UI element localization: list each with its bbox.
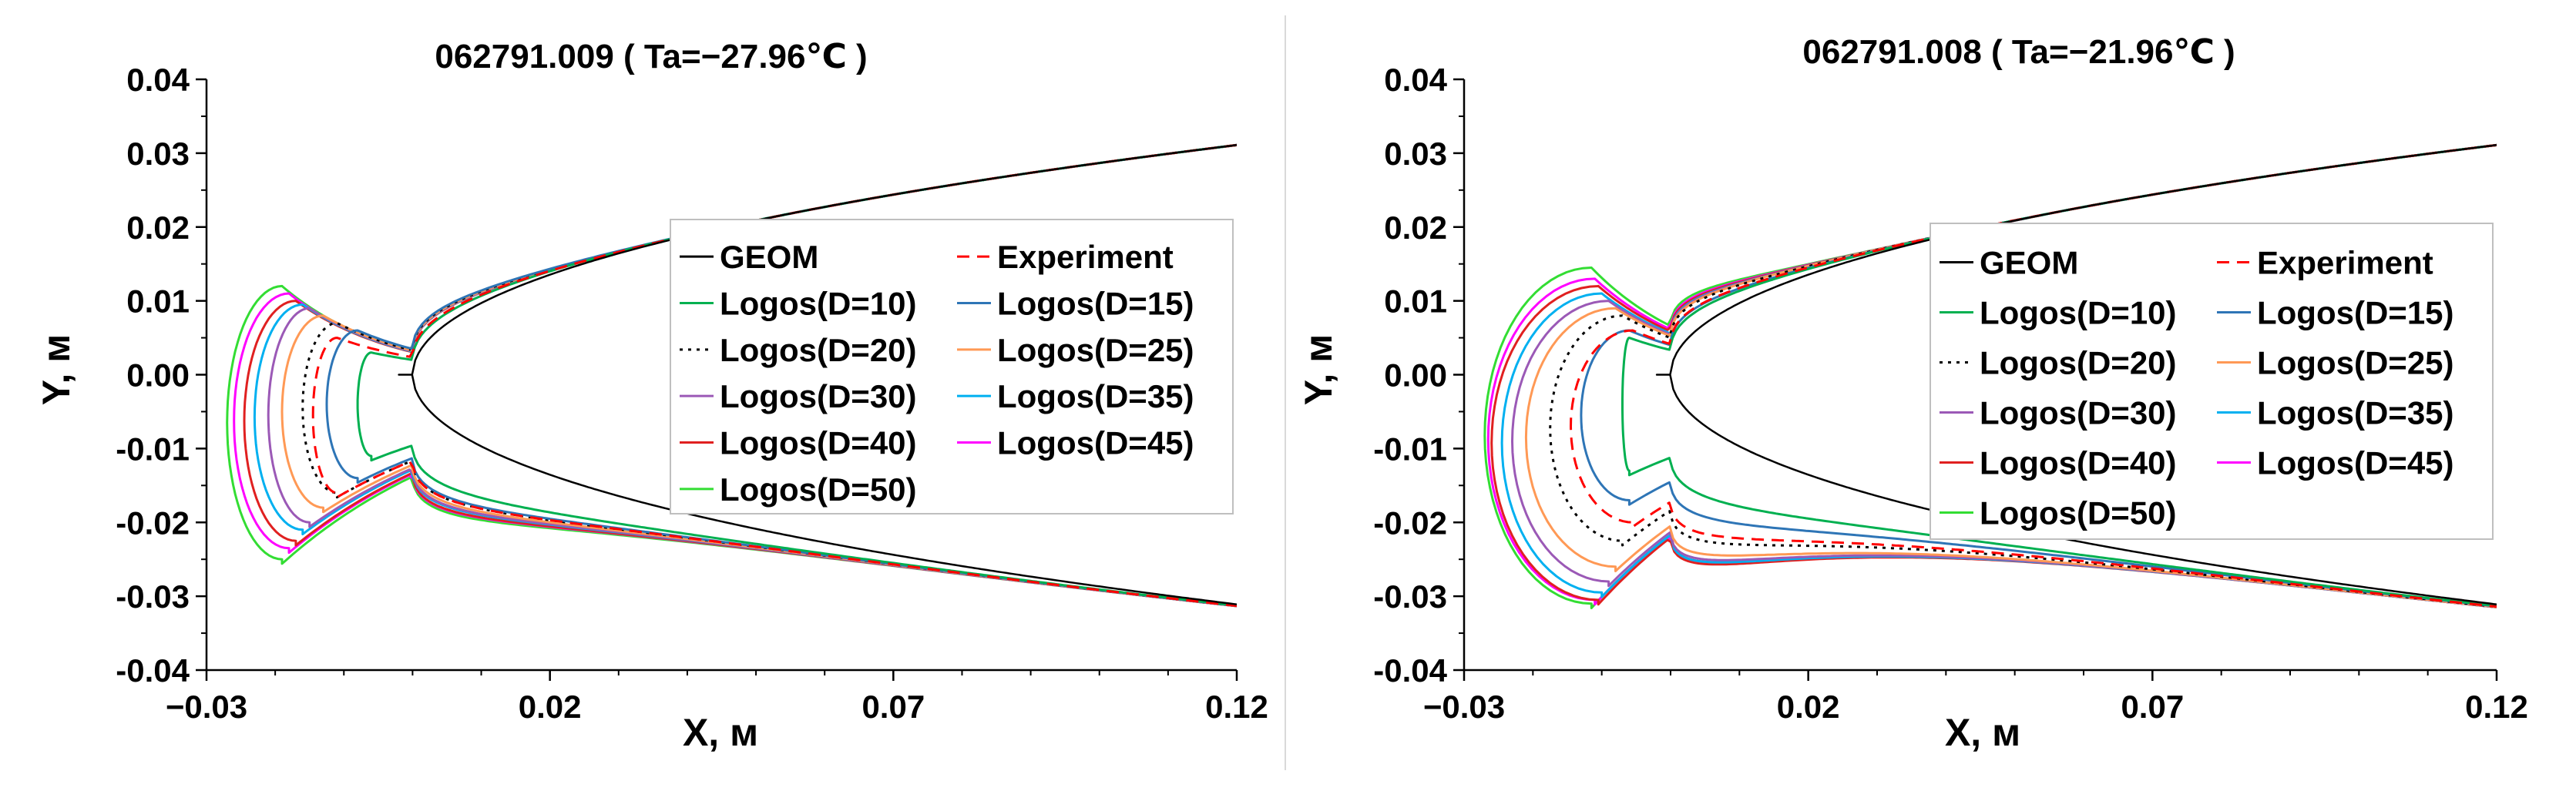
legend-label-logos-d-15: Logos(D=15) bbox=[2257, 295, 2454, 331]
legend-label-experiment: Experiment bbox=[997, 239, 1174, 275]
legend-label-logos-d-35: Logos(D=35) bbox=[2257, 395, 2454, 431]
legend-label-logos-d-15: Logos(D=15) bbox=[997, 286, 1194, 322]
x-tick-label: 0.07 bbox=[861, 689, 925, 725]
legend-label-geom: GEOM bbox=[1980, 245, 2078, 281]
panel-left: 062791.009 ( Ta=−27.96℃ ) Y, м X, м -0.0… bbox=[35, 38, 1268, 754]
y-tick-label: 0.00 bbox=[1384, 357, 1447, 394]
legend-label-logos-d-20: Logos(D=20) bbox=[720, 332, 917, 368]
y-tick-label: -0.03 bbox=[1373, 578, 1447, 615]
panel-right: 062791.008 ( Ta=−21.96℃ ) Y, м X, м -0.0… bbox=[1297, 33, 2528, 754]
series-line-geom bbox=[398, 144, 1237, 605]
y-tick-label: 0.03 bbox=[1384, 136, 1447, 172]
y-axis-label: Y, м bbox=[1297, 334, 1340, 406]
legend-label-logos-d-30: Logos(D=30) bbox=[720, 378, 917, 414]
legend-label-logos-d-25: Logos(D=25) bbox=[997, 332, 1194, 368]
y-tick-label: 0.02 bbox=[126, 209, 190, 246]
y-tick-label: -0.01 bbox=[116, 431, 190, 467]
legend-label-logos-d-45: Logos(D=45) bbox=[997, 425, 1194, 461]
y-tick-label: 0.01 bbox=[1384, 283, 1447, 320]
y-tick-label: -0.02 bbox=[1373, 504, 1447, 541]
y-tick-label: 0.00 bbox=[126, 357, 190, 394]
legend-box bbox=[670, 219, 1234, 514]
y-tick-label: -0.04 bbox=[116, 652, 190, 689]
x-tick-label: 0.12 bbox=[2465, 689, 2528, 725]
x-tick-label: 0.02 bbox=[1777, 689, 1840, 725]
x-tick-label: −0.03 bbox=[166, 689, 247, 725]
y-tick-label: 0.02 bbox=[1384, 209, 1447, 246]
y-tick-label: -0.01 bbox=[1373, 431, 1447, 467]
legend-label-logos-d-35: Logos(D=35) bbox=[997, 378, 1194, 414]
x-tick-label: 0.02 bbox=[519, 689, 582, 725]
y-tick-label: 0.01 bbox=[126, 283, 190, 320]
x-axis-label: X, м bbox=[683, 711, 758, 754]
y-axis-label: Y, м bbox=[35, 334, 78, 406]
y-tick-label: 0.04 bbox=[126, 62, 190, 98]
axes: -0.04 -0.03 -0.02 -0.01 0.00 0.01 0.02 0.03 0.04… bbox=[116, 62, 1268, 725]
y-tick-label: -0.03 bbox=[116, 578, 190, 615]
legend-label-logos-d-30: Logos(D=30) bbox=[1980, 395, 2177, 431]
legend: GEOM Experiment Logos(D=10) Logos(D=15) Logo… bbox=[1929, 223, 2494, 540]
x-tick-label: 0.12 bbox=[1205, 689, 1268, 725]
x-tick-label: −0.03 bbox=[1423, 689, 1505, 725]
x-axis-label: X, м bbox=[1945, 711, 2020, 754]
x-tick-label: 0.07 bbox=[2121, 689, 2184, 725]
legend-label-geom: GEOM bbox=[720, 239, 818, 275]
legend-label-logos-d-40: Logos(D=40) bbox=[720, 425, 917, 461]
y-tick-label: 0.03 bbox=[126, 136, 190, 172]
plot-area bbox=[1483, 143, 2497, 609]
legend-label-logos-d-20: Logos(D=20) bbox=[1980, 345, 2177, 381]
legend-label-experiment: Experiment bbox=[2257, 245, 2433, 281]
plot-area bbox=[226, 143, 1237, 608]
legend-label-logos-d-25: Logos(D=25) bbox=[2257, 345, 2454, 381]
series-line-geom bbox=[1655, 144, 2497, 605]
y-tick-label: -0.02 bbox=[116, 504, 190, 541]
legend-label-logos-d-40: Logos(D=40) bbox=[1980, 445, 2177, 481]
axes: -0.04 -0.03 -0.02 -0.01 0.00 0.01 0.02 0.03 0.04… bbox=[1373, 62, 2528, 725]
y-tick-label: -0.04 bbox=[1373, 652, 1447, 689]
legend-label-logos-d-50: Logos(D=50) bbox=[1980, 495, 2177, 531]
chart-title: 062791.009 ( Ta=−27.96℃ ) bbox=[435, 38, 867, 75]
y-tick-label: 0.04 bbox=[1384, 62, 1447, 98]
legend-label-logos-d-10: Logos(D=10) bbox=[1980, 295, 2177, 331]
legend-label-logos-d-10: Logos(D=10) bbox=[720, 286, 917, 322]
chart-title: 062791.008 ( Ta=−21.96℃ ) bbox=[1802, 33, 2235, 71]
legend: GEOM Experiment Logos(D=10) Logos(D=15) Logo… bbox=[670, 219, 1234, 514]
legend-label-logos-d-45: Logos(D=45) bbox=[2257, 445, 2454, 481]
legend-label-logos-d-50: Logos(D=50) bbox=[720, 471, 917, 508]
legend-box bbox=[1929, 223, 2494, 540]
